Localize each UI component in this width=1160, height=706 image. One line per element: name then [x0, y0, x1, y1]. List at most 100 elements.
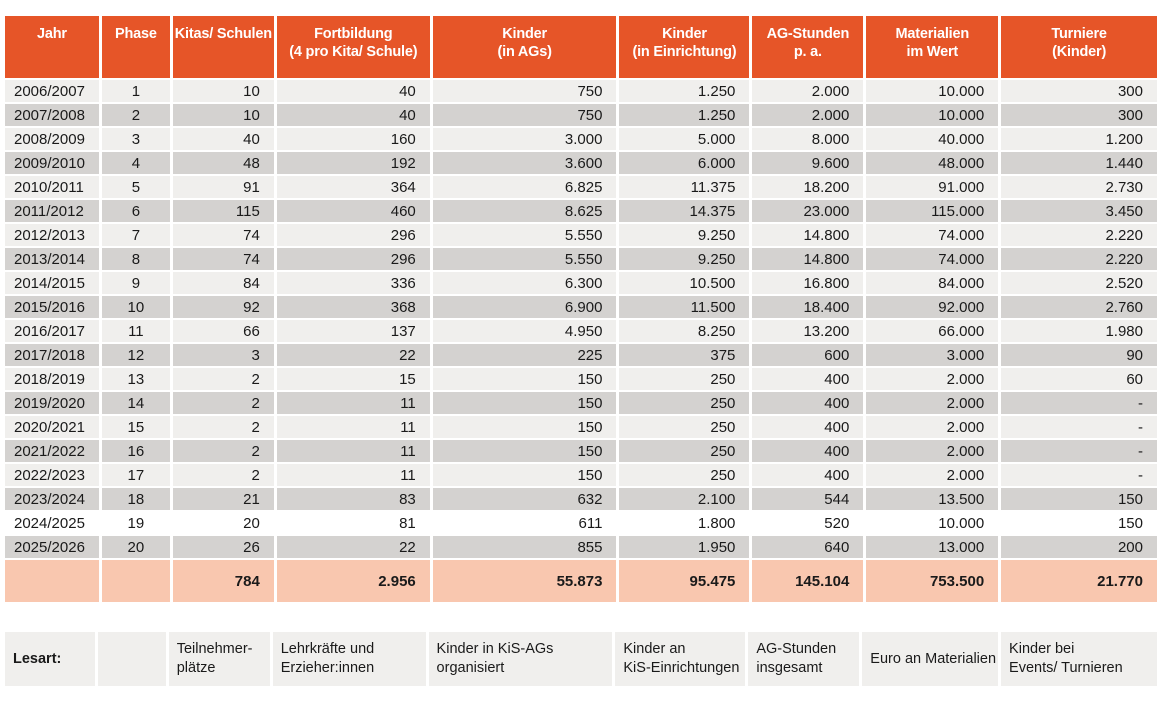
header-cell-1: Phase — [101, 16, 170, 78]
cell: 84 — [172, 272, 274, 294]
table-row: 2010/2011 5 91 364 6.825 11.375 18.200 91.000 2.… — [5, 176, 1157, 198]
totals-cell: 21.770 — [1001, 560, 1157, 602]
cell: 150 — [432, 416, 617, 438]
legend-cell — [97, 632, 166, 686]
kis-statistics-table: Jahr Phase Kitas/ Schulen Fortbildung (4 pr… — [2, 14, 1160, 604]
totals-cell: 2.956 — [276, 560, 430, 602]
cell: 2011/2012 — [5, 200, 99, 222]
cell: 8.250 — [619, 320, 750, 342]
cell: 137 — [276, 320, 430, 342]
cell: 2017/2018 — [5, 344, 99, 366]
totals-row: 784 2.956 55.873 95.475 145.104 753.500 21.770 — [5, 560, 1157, 602]
legend-label: Lesart: — [5, 632, 95, 686]
cell: 13.200 — [752, 320, 864, 342]
cell: 250 — [619, 440, 750, 462]
table-row: 2016/2017 11 66 137 4.950 8.250 13.200 66.000 1.… — [5, 320, 1157, 342]
cell: 15 — [101, 416, 170, 438]
cell: 364 — [276, 176, 430, 198]
header-cell-8: Turniere (Kinder) — [1001, 16, 1157, 78]
cell: 18 — [101, 488, 170, 510]
cell: 2006/2007 — [5, 80, 99, 102]
cell: 611 — [432, 512, 617, 534]
cell: 20 — [101, 536, 170, 558]
cell: - — [1001, 392, 1157, 414]
cell: 2.220 — [1001, 224, 1157, 246]
cell: 11 — [276, 440, 430, 462]
cell: 632 — [432, 488, 617, 510]
cell: 192 — [276, 152, 430, 174]
cell: 300 — [1001, 104, 1157, 126]
cell: - — [1001, 440, 1157, 462]
cell: 6.000 — [619, 152, 750, 174]
cell: 9.250 — [619, 248, 750, 270]
cell: 84.000 — [866, 272, 999, 294]
cell: 2023/2024 — [5, 488, 99, 510]
cell: 48.000 — [866, 152, 999, 174]
cell: 14.375 — [619, 200, 750, 222]
cell: 3 — [172, 344, 274, 366]
cell: 22 — [276, 536, 430, 558]
table-row: 2022/2023 17 2 11 150 250 400 2.000- — [5, 464, 1157, 486]
lesart-legend-table: Lesart: Teilnehmer- plätze Lehrkräfte und … — [2, 630, 1160, 688]
cell: 2018/2019 — [5, 368, 99, 390]
cell: 2 — [172, 368, 274, 390]
header-cell-4: Kinder (in AGs) — [432, 16, 617, 78]
header-cell-3: Fortbildung (4 pro Kita/ Schule) — [276, 16, 430, 78]
cell: 1.250 — [619, 104, 750, 126]
cell: 10 — [101, 296, 170, 318]
cell: 375 — [619, 344, 750, 366]
cell: 74.000 — [866, 224, 999, 246]
cell: 1.950 — [619, 536, 750, 558]
cell: 15 — [276, 368, 430, 390]
cell: 74.000 — [866, 248, 999, 270]
table-row: 2019/2020 14 2 11 150 250 400 2.000- — [5, 392, 1157, 414]
cell: 2 — [172, 392, 274, 414]
cell: 66.000 — [866, 320, 999, 342]
cell: 5.000 — [619, 128, 750, 150]
cell: 4.950 — [432, 320, 617, 342]
cell: - — [1001, 416, 1157, 438]
cell: 83 — [276, 488, 430, 510]
cell: 2.100 — [619, 488, 750, 510]
cell: 150 — [432, 368, 617, 390]
header-cell-7: Materialien im Wert — [866, 16, 999, 78]
cell: 11 — [276, 416, 430, 438]
cell: 23.000 — [752, 200, 864, 222]
cell: 400 — [752, 464, 864, 486]
cell: 296 — [276, 224, 430, 246]
cell: 2.000 — [752, 80, 864, 102]
cell: 17 — [101, 464, 170, 486]
cell: 1.440 — [1001, 152, 1157, 174]
cell: 40 — [276, 80, 430, 102]
table-row: 2024/2025 19 20 81 611 1.800 520 10.000 150 — [5, 512, 1157, 534]
cell: 60 — [1001, 368, 1157, 390]
cell: 10.500 — [619, 272, 750, 294]
cell: 3.600 — [432, 152, 617, 174]
cell: 8.625 — [432, 200, 617, 222]
cell: 250 — [619, 416, 750, 438]
cell: 16.800 — [752, 272, 864, 294]
cell: 2009/2010 — [5, 152, 99, 174]
cell: 10 — [172, 80, 274, 102]
cell: 92.000 — [866, 296, 999, 318]
totals-cell: 145.104 — [752, 560, 864, 602]
cell: 2.000 — [866, 392, 999, 414]
cell: 6.825 — [432, 176, 617, 198]
cell: 11 — [101, 320, 170, 342]
cell: 115 — [172, 200, 274, 222]
cell: 2 — [172, 416, 274, 438]
cell: 368 — [276, 296, 430, 318]
cell: 600 — [752, 344, 864, 366]
totals-cell — [101, 560, 170, 602]
cell: 300 — [1001, 80, 1157, 102]
cell: 2021/2022 — [5, 440, 99, 462]
cell: 2.000 — [866, 464, 999, 486]
legend-cell: Lehrkräfte und Erzieher:innen — [272, 632, 426, 686]
cell: 92 — [172, 296, 274, 318]
table-row: 2014/2015 9 84 336 6.300 10.500 16.800 84.000 2.… — [5, 272, 1157, 294]
cell: 250 — [619, 392, 750, 414]
cell: 26 — [172, 536, 274, 558]
cell: 150 — [1001, 488, 1157, 510]
cell: 2.220 — [1001, 248, 1157, 270]
cell: 336 — [276, 272, 430, 294]
